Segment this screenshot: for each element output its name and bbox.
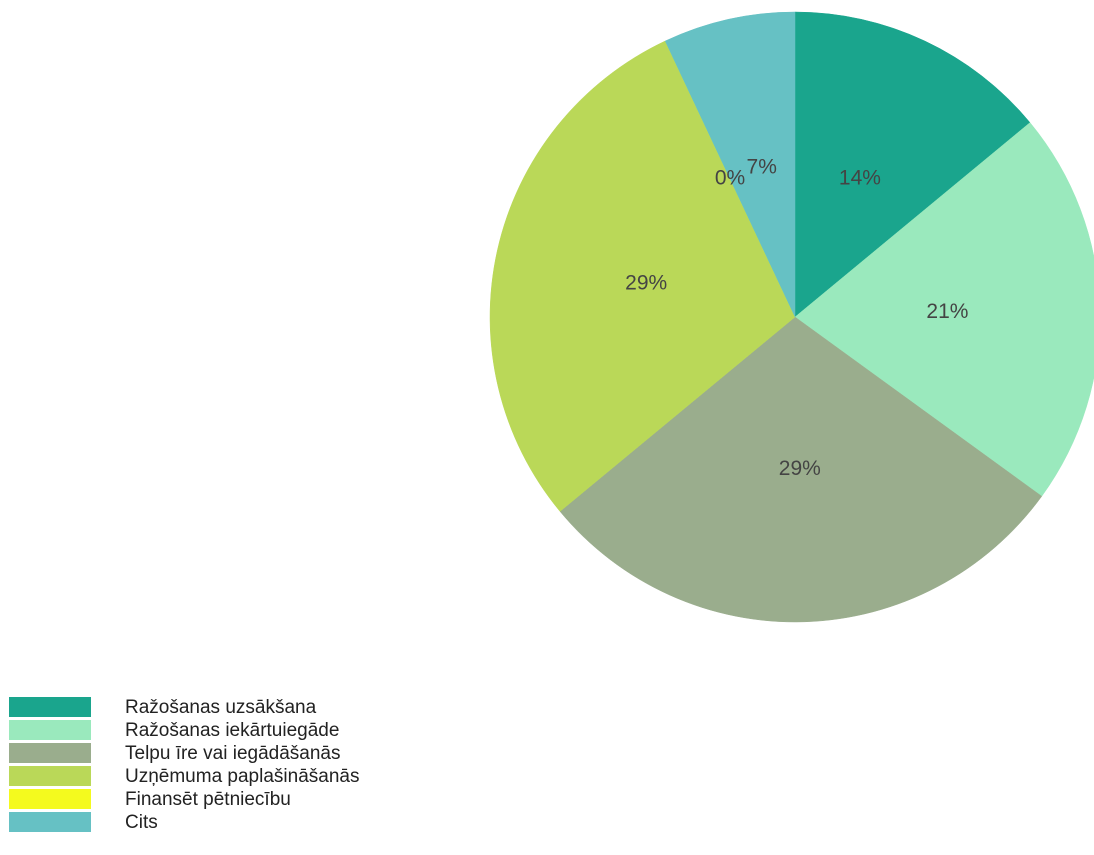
legend-swatch: [9, 697, 91, 717]
legend-label: Uzņēmuma paplašināšanās: [125, 766, 359, 787]
slice-label: 21%: [926, 300, 968, 323]
legend-label: Cits: [125, 812, 158, 833]
pie-slice: [794, 122, 1094, 497]
slice-label: 29%: [625, 271, 667, 294]
pie-slice: [664, 11, 796, 318]
slice-label: 14%: [839, 167, 881, 190]
legend-swatch: [9, 812, 91, 832]
legend-label: Ražošanas uzsākšana: [125, 697, 317, 718]
legend-label: Ražošanas iekārtuiegāde: [125, 720, 339, 741]
slice-label: 7%: [747, 156, 777, 179]
slice-label: 0%: [715, 167, 745, 190]
slice-label: 29%: [779, 457, 821, 480]
legend-label: Telpu īre vai iegādāšanās: [125, 743, 340, 764]
pie-slice: [794, 11, 1031, 318]
legend-swatch: [9, 743, 91, 763]
pie-slice: [489, 40, 796, 512]
legend-swatch: [9, 789, 91, 809]
legend-swatch: [9, 766, 91, 786]
legend-label: Finansēt pētniecību: [125, 789, 291, 810]
pie-slice: [559, 316, 1043, 623]
legend-swatch: [9, 720, 91, 740]
